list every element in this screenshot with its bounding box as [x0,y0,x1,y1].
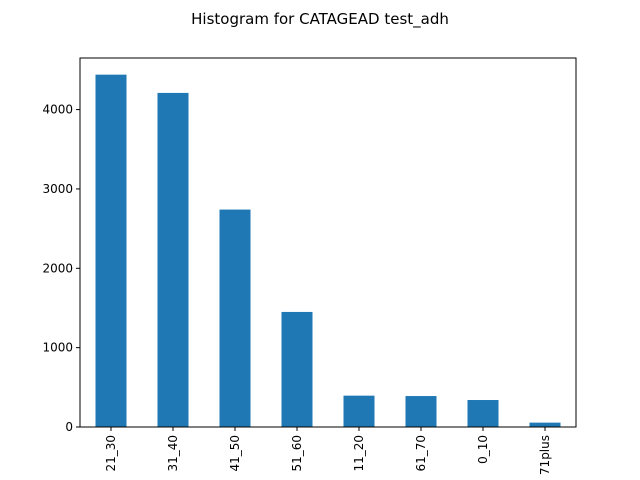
chart-title: Histogram for CATAGEAD test_adh [191,10,449,29]
x-tick-label-71plus: 71plus [538,435,552,475]
x-tick-label-41_50: 41_50 [228,435,242,472]
y-tick-label-1000: 1000 [42,341,73,355]
y-tick-label-3000: 3000 [42,182,73,196]
bar-21_30 [95,74,127,427]
plot-frame [79,57,577,428]
bar-71plus [529,422,561,427]
bar-61_70 [405,396,437,427]
y-tick-label-0: 0 [65,420,73,434]
bar-51_60 [281,311,313,427]
x-tick-label-0_10: 0_10 [476,435,490,464]
bar-11_20 [343,395,375,427]
bar-0_10 [467,400,499,427]
y-tick-label-2000: 2000 [42,261,73,275]
x-tick-label-61_70: 61_70 [414,435,428,472]
y-axis: 0 1000 2000 3000 4000 [42,103,80,434]
bar-group [95,74,561,427]
x-tick-label-11_20: 11_20 [352,435,366,472]
x-axis: 21_30 31_40 41_50 51_60 11_20 61_70 0_10 71plus [104,427,552,475]
x-tick-label-21_30: 21_30 [104,435,118,472]
x-tick-label-51_60: 51_60 [290,435,304,472]
x-tick-label-31_40: 31_40 [166,435,180,472]
bar-41_50 [219,209,251,427]
y-tick-label-4000: 4000 [42,103,73,117]
bar-31_40 [157,92,189,427]
